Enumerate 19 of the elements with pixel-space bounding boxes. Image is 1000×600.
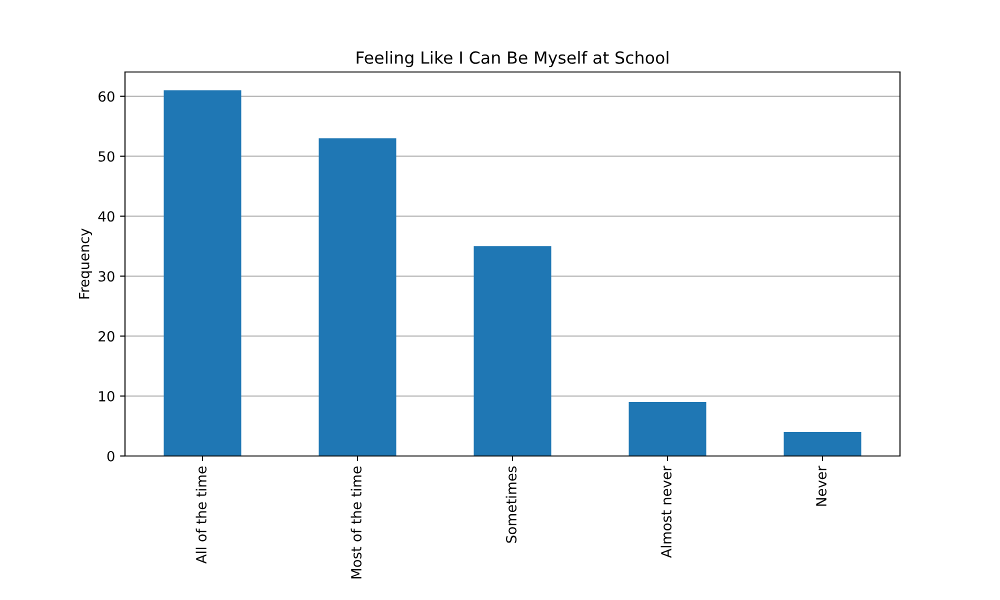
bar [164, 90, 242, 456]
y-tick-label: 40 [98, 211, 114, 222]
x-tick-label: All of the time [196, 466, 207, 564]
bar [628, 402, 706, 456]
y-tick-label: 0 [107, 450, 114, 462]
y-tick-label: 60 [98, 91, 114, 102]
y-tick-label: 30 [98, 271, 114, 282]
x-tick-label: Almost never [660, 466, 672, 558]
bar [784, 432, 862, 456]
x-tick-label: Most of the time [350, 466, 362, 578]
bar [318, 138, 396, 456]
chart-title: Feeling Like I Can Be Myself at School [356, 51, 668, 68]
y-tick-label: 10 [99, 391, 114, 402]
y-tick-label: 20 [98, 331, 114, 342]
bar [474, 246, 552, 456]
y-tick-label: 50 [98, 151, 114, 162]
x-tick-label: Never [816, 466, 827, 506]
x-tick-label: Sometimes [506, 466, 517, 543]
y-axis-title: Frequency [79, 228, 92, 299]
